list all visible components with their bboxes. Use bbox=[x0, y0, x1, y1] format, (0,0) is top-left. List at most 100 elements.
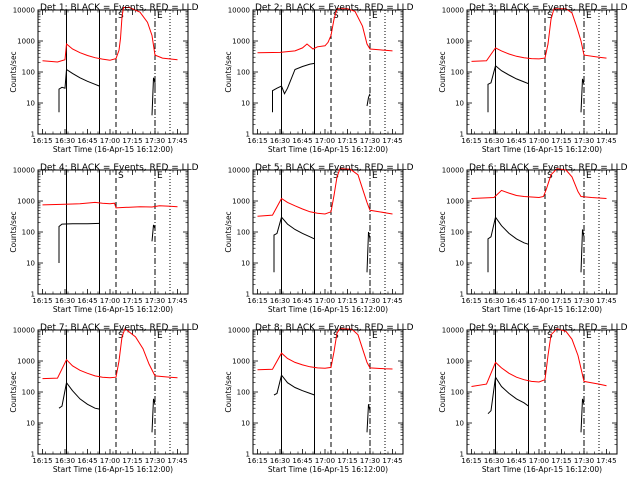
y-tick-label: 10000 bbox=[442, 7, 464, 15]
y-tick-label: 1000 bbox=[232, 38, 250, 46]
events-line-segment bbox=[580, 229, 585, 273]
lld-line bbox=[257, 328, 393, 371]
detector-panel-6: 1 10 100 1000 10000 16:15 16:30 16:45 17:00 17:15… bbox=[438, 163, 628, 314]
x-tick-label: 17:00 bbox=[529, 297, 549, 305]
events-line-segment bbox=[366, 404, 371, 433]
marker-label: E bbox=[586, 11, 592, 21]
detector-panel-7: 1 10 100 1000 10000 16:15 16:30 16:45 17:00 17:15… bbox=[9, 323, 199, 474]
events-line bbox=[272, 62, 315, 113]
x-tick-label: 17:15 bbox=[122, 457, 142, 465]
x-tick-label: 16:30 bbox=[55, 137, 75, 145]
panel-title: Det 8: BLACK = Events, RED = LLD bbox=[255, 323, 414, 333]
x-axis-label: Start Time (16-Apr-15 16:12:00) bbox=[482, 305, 602, 314]
x-tick-label: 16:45 bbox=[292, 457, 312, 465]
x-tick-label: 17:00 bbox=[315, 457, 335, 465]
x-tick-label: 16:30 bbox=[270, 297, 290, 305]
x-tick-label: 16:45 bbox=[506, 457, 526, 465]
y-tick-label: 1000 bbox=[17, 38, 35, 46]
marker-label: S bbox=[547, 11, 553, 21]
x-axis-label: Start Time (16-Apr-15 16:12:00) bbox=[482, 145, 602, 154]
panel-title: Det 6: BLACK = Events, RED = LLD bbox=[469, 163, 628, 173]
y-tick-label: 1 bbox=[31, 451, 35, 459]
x-tick-label: 17:30 bbox=[145, 137, 165, 145]
x-tick-label: 17:30 bbox=[574, 457, 594, 465]
x-tick-label: 16:15 bbox=[461, 297, 481, 305]
events-line bbox=[487, 64, 529, 113]
events-line bbox=[487, 375, 529, 415]
events-line-segment bbox=[151, 77, 156, 116]
y-tick-label: 1 bbox=[460, 131, 464, 139]
y-tick-label: 1000 bbox=[232, 358, 250, 366]
x-tick-label: 17:00 bbox=[100, 297, 120, 305]
y-axis-label: Counts/sec bbox=[438, 211, 447, 252]
x-tick-label: 16:15 bbox=[461, 137, 481, 145]
panel-title: Det 7: BLACK = Events, RED = LLD bbox=[40, 323, 199, 333]
events-line bbox=[58, 381, 100, 410]
marker-label: S bbox=[547, 331, 553, 341]
y-axis-label: Counts/sec bbox=[9, 371, 18, 412]
y-tick-label: 1 bbox=[246, 131, 250, 139]
x-tick-label: 16:15 bbox=[32, 137, 52, 145]
marker-label: S bbox=[333, 331, 339, 341]
x-axis-label: Start Time (16-Apr-15 16:12:00) bbox=[268, 465, 388, 474]
marker-label: S bbox=[547, 171, 553, 181]
marker-label: E bbox=[372, 171, 378, 181]
events-line bbox=[58, 222, 100, 263]
lld-line bbox=[471, 8, 607, 62]
x-tick-label: 17:15 bbox=[551, 137, 571, 145]
x-tick-label: 16:15 bbox=[247, 457, 267, 465]
detector-panel-4: 1 10 100 1000 10000 16:15 16:30 16:45 17:00 17:15… bbox=[9, 163, 199, 314]
events-line bbox=[273, 216, 315, 273]
detector-panel-1: 1 10 100 1000 10000 16:15 16:30 16:45 17:00 17:15… bbox=[9, 3, 199, 154]
y-tick-label: 1 bbox=[460, 291, 464, 299]
panel-title: Det 2: BLACK = Events, RED = LLD bbox=[255, 3, 414, 13]
x-axis-label: Start Time (16-Apr-15 16:12:00) bbox=[53, 145, 173, 154]
y-axis-label: Counts/sec bbox=[224, 51, 233, 92]
x-tick-label: 17:15 bbox=[122, 297, 142, 305]
x-tick-label: 17:45 bbox=[382, 457, 402, 465]
detector-panel-8: 1 10 100 1000 10000 16:15 16:30 16:45 17:00 17:15… bbox=[224, 323, 414, 474]
x-tick-label: 16:30 bbox=[55, 297, 75, 305]
y-tick-label: 10 bbox=[26, 100, 35, 108]
plot-frame bbox=[466, 169, 618, 295]
y-axis-label: Counts/sec bbox=[438, 51, 447, 92]
marker-label: S bbox=[118, 11, 124, 21]
x-tick-label: 17:45 bbox=[596, 457, 616, 465]
x-tick-label: 17:00 bbox=[315, 137, 335, 145]
x-tick-label: 16:45 bbox=[77, 297, 97, 305]
y-axis-label: Counts/sec bbox=[224, 211, 233, 252]
y-tick-label: 100 bbox=[237, 229, 250, 237]
marker-label: E bbox=[372, 331, 378, 341]
y-tick-label: 10 bbox=[455, 420, 464, 428]
y-tick-label: 100 bbox=[451, 389, 464, 397]
x-tick-label: 17:45 bbox=[167, 457, 187, 465]
lld-line bbox=[257, 8, 393, 54]
lld-line bbox=[42, 201, 178, 209]
x-tick-label: 17:30 bbox=[145, 297, 165, 305]
y-axis-label: Counts/sec bbox=[9, 211, 18, 252]
panel-title: Det 4: BLACK = Events, RED = LLD bbox=[40, 163, 199, 173]
marker-label: E bbox=[372, 11, 378, 21]
events-line bbox=[487, 215, 529, 273]
lld-line bbox=[42, 327, 178, 380]
panel-title: Det 3: BLACK = Events, RED = LLD bbox=[469, 3, 628, 13]
x-tick-label: 17:45 bbox=[167, 137, 187, 145]
marker-label: E bbox=[157, 171, 163, 181]
events-line-segment bbox=[580, 78, 585, 113]
marker-label: E bbox=[586, 331, 592, 341]
x-tick-label: 17:00 bbox=[100, 137, 120, 145]
y-tick-label: 100 bbox=[22, 389, 35, 397]
x-tick-label: 17:15 bbox=[337, 457, 357, 465]
x-tick-label: 16:30 bbox=[484, 457, 504, 465]
x-tick-label: 16:30 bbox=[270, 137, 290, 145]
marker-label: E bbox=[157, 11, 163, 21]
x-tick-label: 17:15 bbox=[122, 137, 142, 145]
x-axis-label: Start Time (16-Apr-15 16:12:00) bbox=[482, 465, 602, 474]
events-line-segment bbox=[151, 224, 156, 242]
x-tick-label: 17:15 bbox=[551, 457, 571, 465]
plot-frame bbox=[37, 9, 189, 135]
x-tick-label: 17:30 bbox=[360, 137, 380, 145]
y-tick-label: 100 bbox=[22, 229, 35, 237]
x-tick-label: 17:45 bbox=[167, 297, 187, 305]
x-tick-label: 17:30 bbox=[360, 457, 380, 465]
